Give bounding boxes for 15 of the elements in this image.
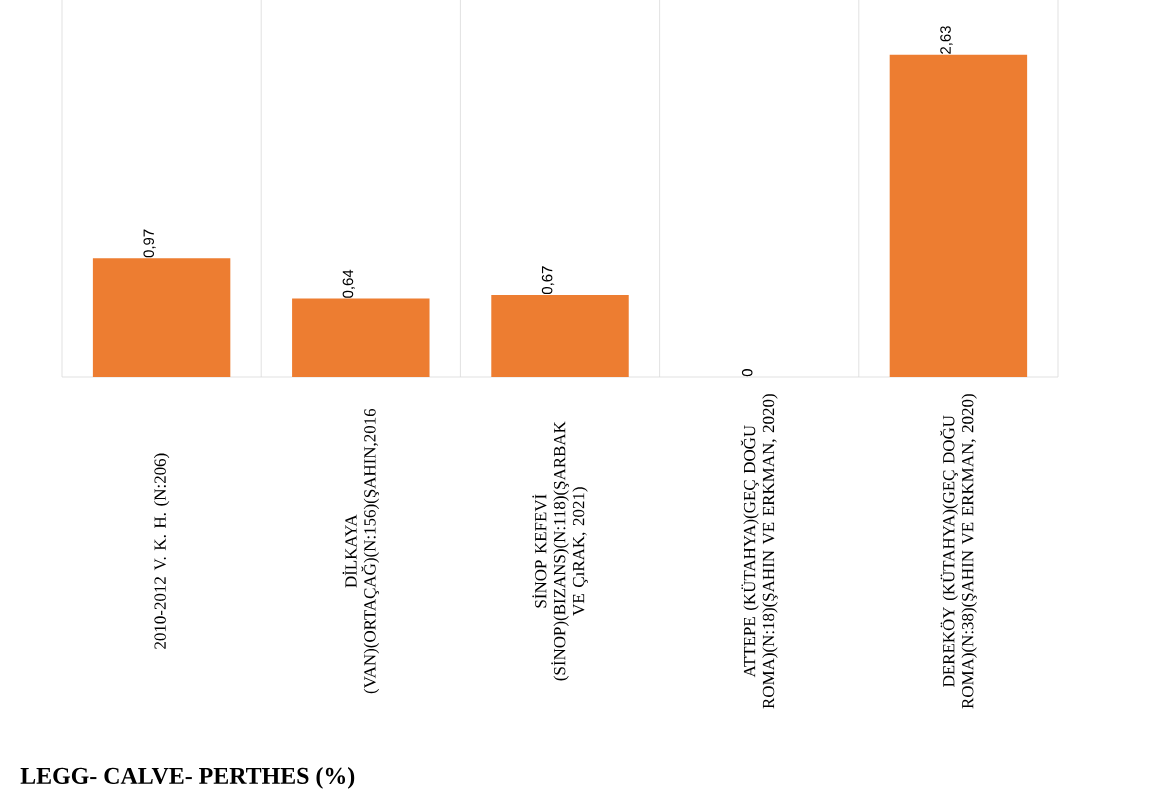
text: LEGG- CALVE- PERTHES (%) xyxy=(20,767,355,789)
x-tick-label: DEREKÖY (KÜTAHYA)(GEÇ DOĞU ROMA)(N:38)(ŞAHIN VE ERKMAN, 2020) xyxy=(939,394,977,709)
data-label: 2,63 xyxy=(940,26,953,54)
x-tick-label: ATTEPE (KÜTAHYA)(GEÇ DOĞU ROMA)(N:18)(ŞAHIN VE ERKMAN, 2020) xyxy=(740,394,778,709)
bar xyxy=(92,258,231,377)
bar xyxy=(292,298,430,377)
x-tick-label: 2010-2012 V. K. H. (N:206) xyxy=(153,453,170,649)
data-label: 0,97 xyxy=(143,229,156,258)
x-tick-label: SİNOP KEFEVİ (SİNOP)(BIZANS)(N:118)(ŞARBAK VE ÇıRAK, 2021) xyxy=(532,421,588,681)
bar xyxy=(491,294,629,377)
bar xyxy=(889,54,1028,377)
x-tick-label: DİLKAYA (VAN)(ORTAÇAĞ)(N:156)(ŞAHIN,2016 xyxy=(342,408,380,694)
data-label: 0 xyxy=(741,369,753,377)
data-label: 0,67 xyxy=(541,266,555,295)
data-label: 0,64 xyxy=(342,269,355,298)
